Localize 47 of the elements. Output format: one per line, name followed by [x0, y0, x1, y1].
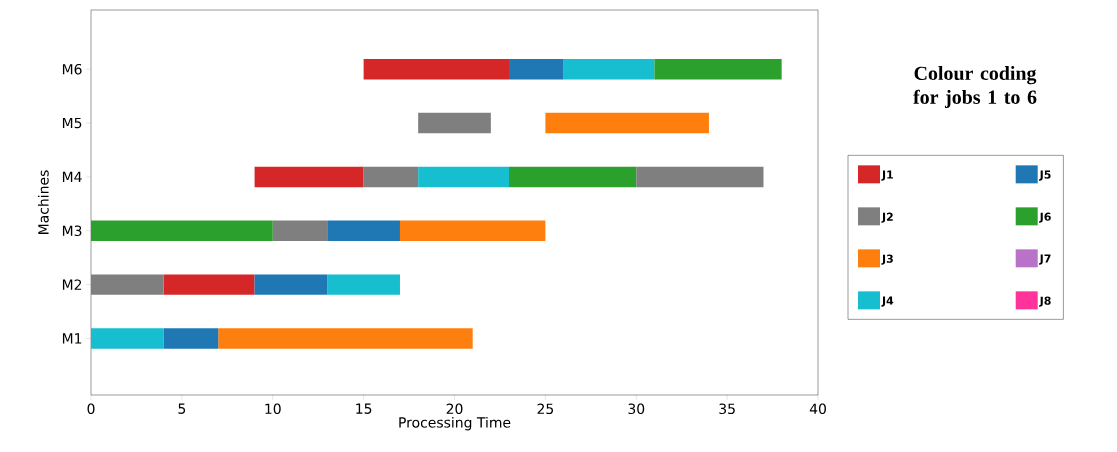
x-tick-label: 20 — [446, 403, 463, 415]
bar — [563, 59, 655, 80]
bar — [163, 328, 219, 349]
bar — [327, 274, 400, 295]
y-tick-label: M1 — [62, 333, 82, 344]
legend-label: J8 — [1039, 296, 1051, 307]
legend-label: J4 — [881, 296, 894, 307]
y-tick-label: M3 — [62, 225, 82, 237]
y-tick-label: M5 — [62, 117, 82, 129]
legend-label: J6 — [1039, 212, 1051, 223]
legend-label: J1 — [881, 170, 893, 181]
bar — [91, 328, 164, 349]
bar — [509, 59, 564, 80]
bar — [254, 274, 328, 295]
x-tick-label: 5 — [178, 403, 186, 414]
y-tick-label: M6 — [62, 63, 82, 75]
x-tick-label: 0 — [87, 403, 95, 415]
bar — [399, 220, 546, 241]
bar — [545, 112, 709, 134]
bar — [636, 166, 764, 188]
y-tick-label: M4 — [62, 171, 82, 183]
bar — [418, 166, 510, 188]
bar — [91, 220, 273, 241]
y-tick-label: M2 — [62, 279, 82, 290]
bar — [509, 166, 637, 188]
bar — [254, 166, 364, 188]
x-tick-label: 10 — [265, 403, 281, 415]
bar — [654, 59, 782, 80]
legend-label: J2 — [881, 212, 893, 223]
legend-label: J3 — [881, 254, 893, 265]
bar — [327, 220, 400, 241]
x-tick-label: 30 — [628, 403, 645, 415]
legend-label: J5 — [1039, 170, 1051, 181]
x-tick-label: 15 — [356, 403, 372, 414]
bar — [418, 112, 491, 134]
x-tick-label: 25 — [537, 403, 554, 415]
x-axis-title: Processing Time — [399, 416, 511, 431]
bar — [363, 59, 510, 80]
legend-label: J7 — [1039, 254, 1051, 265]
bar — [272, 220, 328, 241]
bar — [218, 328, 473, 349]
legend-title: Colour coding for jobs 1 to 6 — [913, 66, 1037, 108]
bar — [363, 166, 419, 188]
bar — [163, 274, 255, 295]
x-tick-label: 35 — [719, 403, 735, 415]
y-axis-title: Machines — [37, 170, 49, 234]
x-tick-label: 40 — [809, 403, 826, 415]
